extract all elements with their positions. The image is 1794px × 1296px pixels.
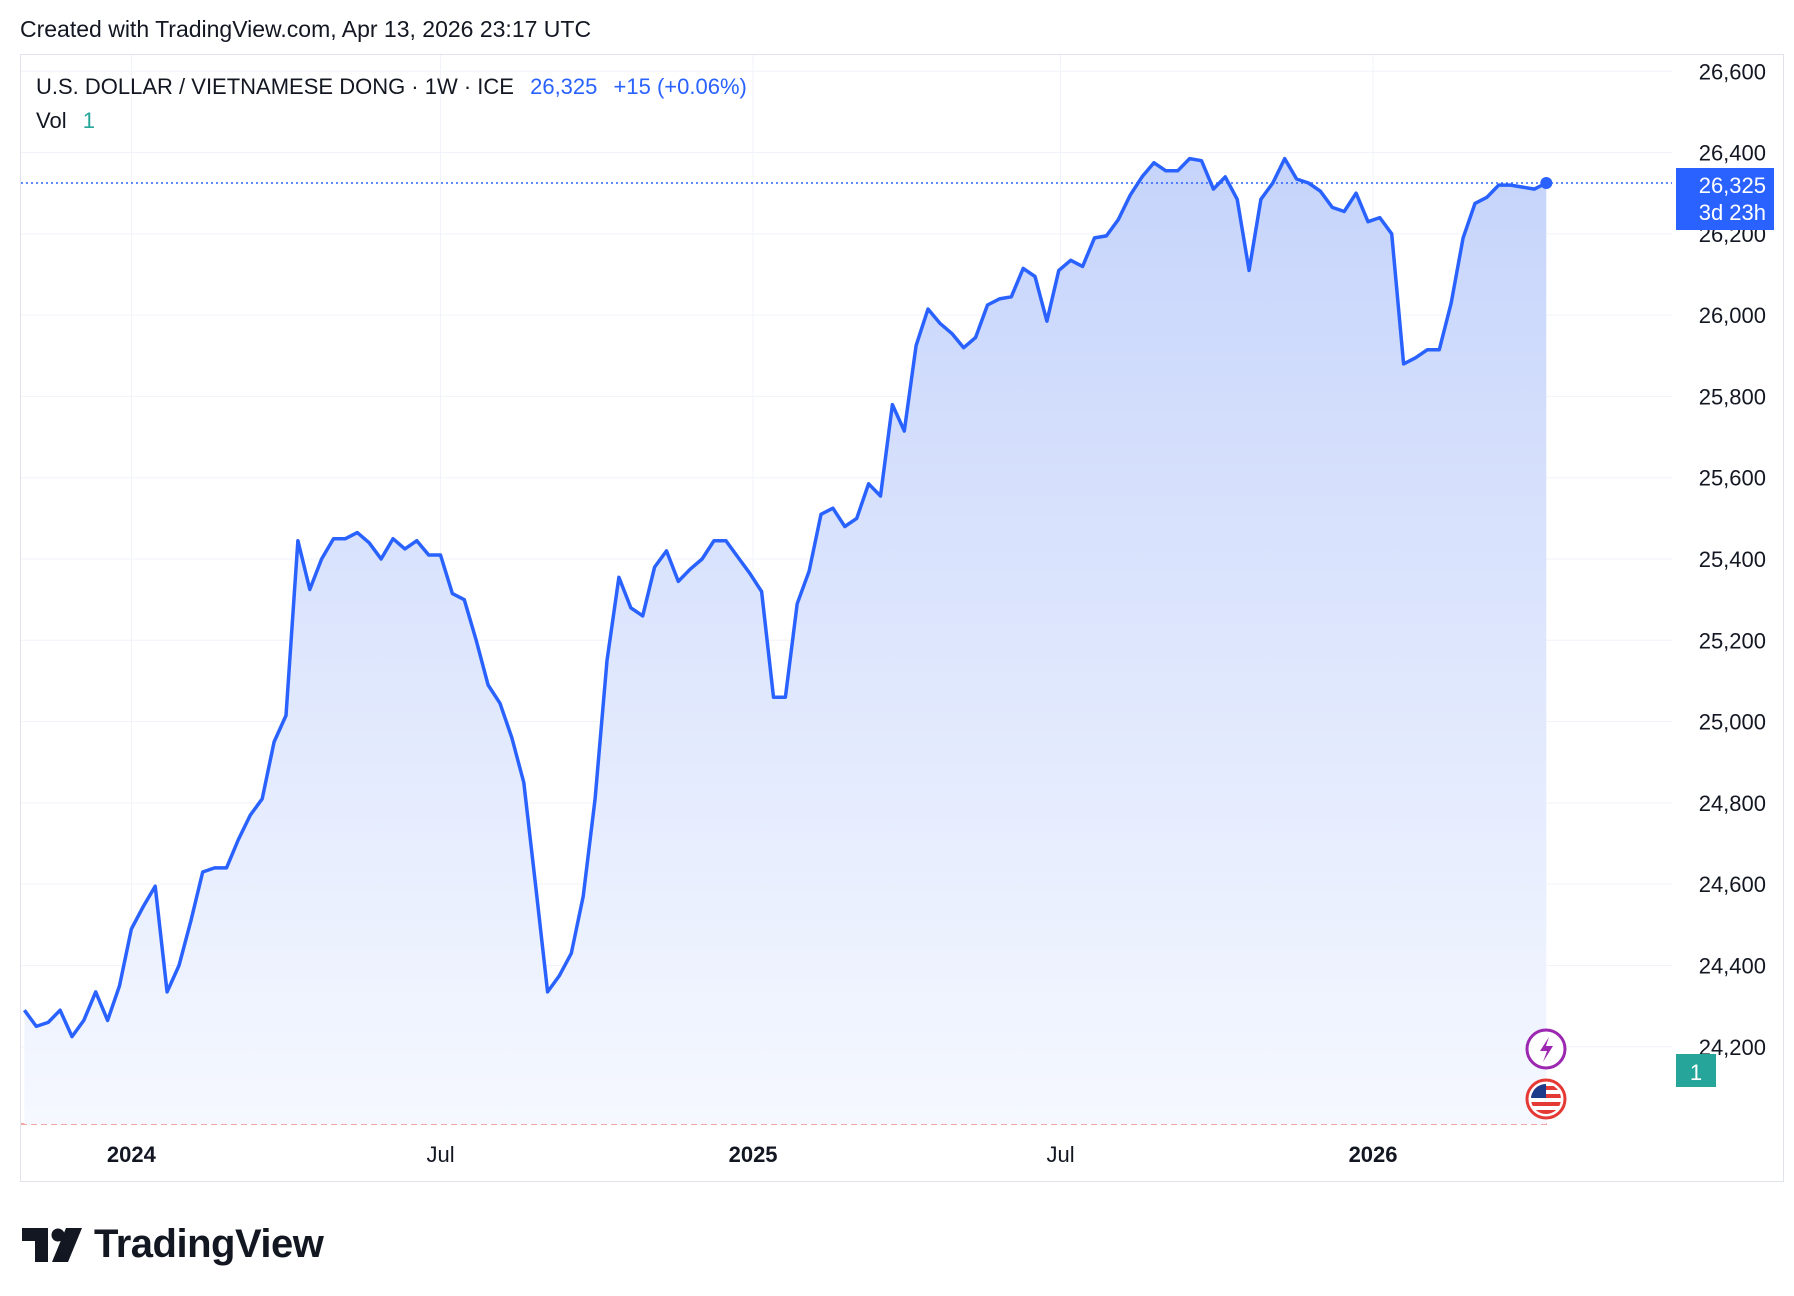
last-price-badge-countdown: 3d 23h: [1699, 200, 1766, 225]
last-price-badge: [1676, 168, 1774, 230]
y-tick-label: 25,400: [1699, 547, 1766, 572]
chart-frame[interactable]: [20, 54, 1784, 1182]
time-scale[interactable]: 2024 Jul 2025 Jul 2026: [107, 1142, 1398, 1167]
dividend-lightning-icon[interactable]: [1525, 1028, 1567, 1070]
price-scale[interactable]: 24,20024,40024,60024,80025,00025,20025,4…: [1699, 59, 1766, 1060]
badges: 26,325 3d 23h 1: [1676, 168, 1774, 1087]
price-area: [24, 158, 1547, 1125]
volume-badge-value: 1: [1690, 1060, 1702, 1085]
y-tick-label: 24,400: [1699, 953, 1766, 978]
last-price-badge-value: 26,325: [1699, 173, 1766, 198]
price-line: [21, 156, 1672, 1039]
created-with-text: Created with TradingView.com, Apr 13, 20…: [20, 16, 592, 42]
y-tick-label: 25,200: [1699, 628, 1766, 653]
y-tick-label: 25,600: [1699, 466, 1766, 491]
y-tick-label: 26,000: [1699, 303, 1766, 328]
x-tick-label: 2024: [107, 1142, 157, 1167]
tradingview-logo[interactable]: TradingView: [22, 1222, 324, 1267]
price-area-fill: [24, 158, 1547, 1125]
symbol-title[interactable]: U.S. DOLLAR / VIETNAMESE DONG · 1W · ICE: [36, 74, 514, 99]
volume-value: 1: [82, 108, 95, 133]
y-tick-label: 24,800: [1699, 791, 1766, 816]
y-tick-label: 26,400: [1699, 141, 1766, 166]
tradingview-brand-text: TradingView: [94, 1222, 324, 1266]
price-change: +15 (+0.06%): [613, 74, 747, 99]
y-tick-label: 26,600: [1699, 59, 1766, 84]
x-tick-label: Jul: [1046, 1142, 1074, 1167]
us-flag-icon[interactable]: [1525, 1078, 1567, 1120]
tradingview-logo-icon: [22, 1227, 82, 1262]
price-line-path: [22, 156, 1548, 1039]
x-tick-label: 2025: [729, 1142, 778, 1167]
last-price: 26,325: [530, 74, 598, 99]
legend-volume-row: Vol 1: [36, 104, 747, 138]
y-tick-label: 24,600: [1699, 872, 1766, 897]
y-tick-label: 25,000: [1699, 710, 1766, 735]
chart-legend: U.S. DOLLAR / VIETNAMESE DONG · 1W · ICE…: [36, 70, 747, 138]
event-icons[interactable]: [1525, 1028, 1567, 1120]
legend-symbol-row: U.S. DOLLAR / VIETNAMESE DONG · 1W · ICE…: [36, 70, 747, 104]
volume-label[interactable]: Vol: [36, 108, 67, 133]
x-tick-label: Jul: [426, 1142, 454, 1167]
last-price-dot: [1540, 177, 1553, 190]
x-tick-label: 2026: [1349, 1142, 1398, 1167]
y-tick-label: 25,800: [1699, 384, 1766, 409]
volume-badge: [1676, 1054, 1716, 1087]
